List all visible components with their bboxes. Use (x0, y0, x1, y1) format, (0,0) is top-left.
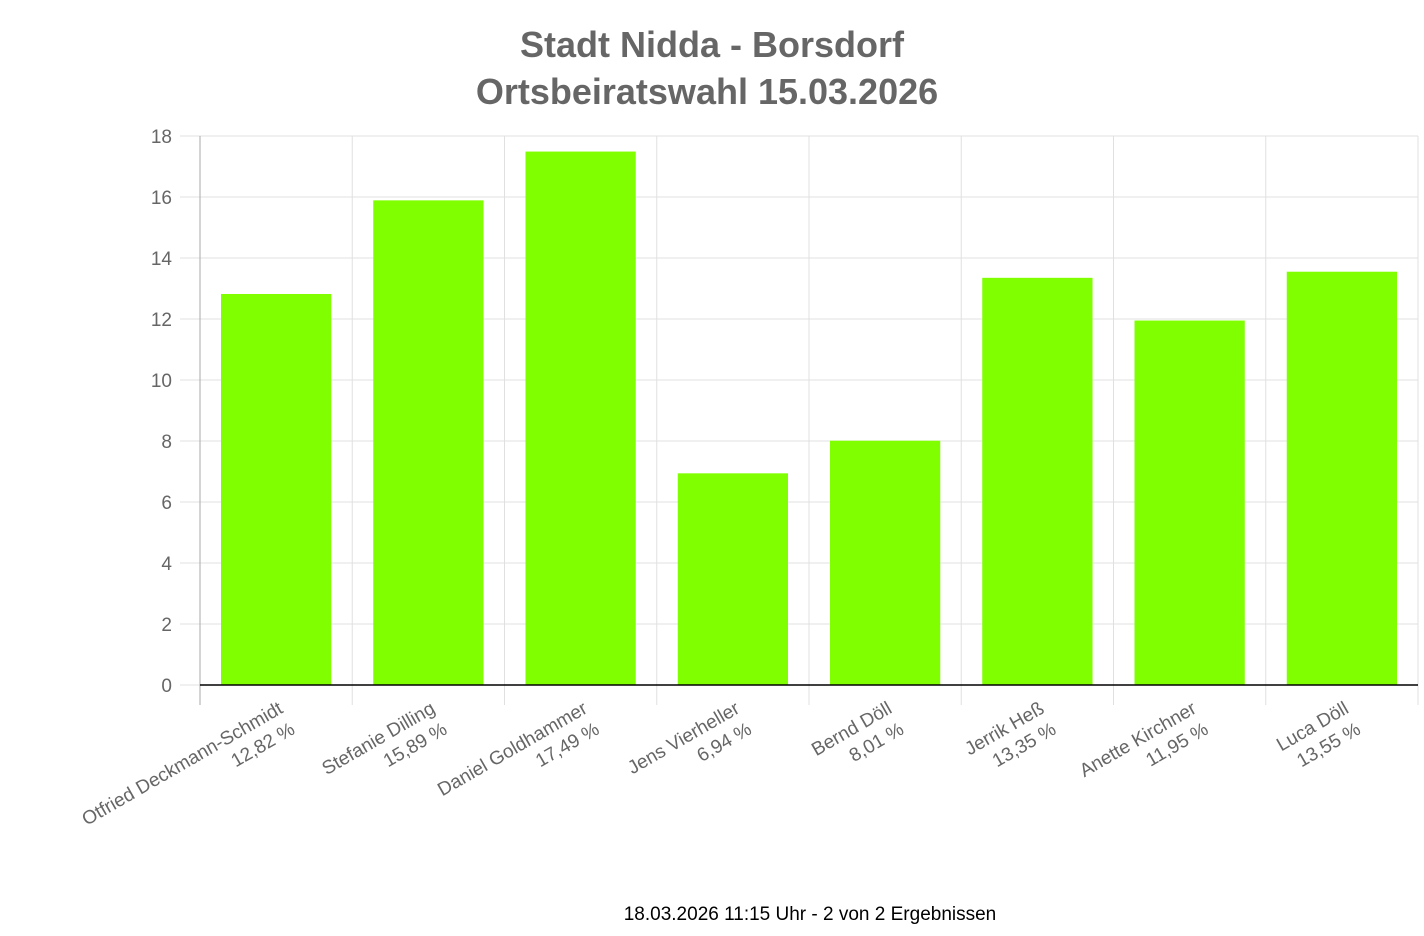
bar-bernd-d-ll (830, 440, 941, 685)
y-tick-label: 10 (151, 371, 172, 392)
bar-daniel-goldhammer (525, 151, 636, 685)
y-tick-label: 8 (161, 432, 172, 453)
bar-luca-d-ll (1286, 271, 1397, 685)
y-tick-label: 14 (151, 249, 173, 270)
y-tick-label: 2 (161, 615, 172, 636)
y-tick-label: 0 (161, 676, 172, 697)
bar-jens-vierheller (677, 473, 788, 685)
bar-anette-kirchner (1134, 320, 1245, 685)
footer-status: 18.03.2026 11:15 Uhr - 2 von 2 Ergebniss… (624, 904, 997, 925)
bar-stefanie-dilling (373, 200, 484, 686)
chart-title-line-1: Stadt Nidda - Borsdorf (520, 24, 905, 65)
y-tick-label: 12 (151, 310, 172, 331)
y-tick-label: 6 (161, 493, 172, 514)
y-axis: 0 2 4 6 8 10 12 14 16 18 (151, 127, 173, 697)
bar-otfried-deckmann-schmidt (221, 293, 332, 685)
chart-title-line-2: Ortsbeiratswahl 15.03.2026 (476, 71, 938, 112)
y-tick-label: 4 (161, 554, 172, 575)
y-tick-label: 16 (151, 188, 172, 209)
bars (221, 151, 1397, 686)
y-tick-label: 18 (151, 127, 172, 148)
bar-jerrik-he- (982, 277, 1093, 685)
candidate-name: Otfried Deckmann-Schmidt (79, 698, 288, 831)
